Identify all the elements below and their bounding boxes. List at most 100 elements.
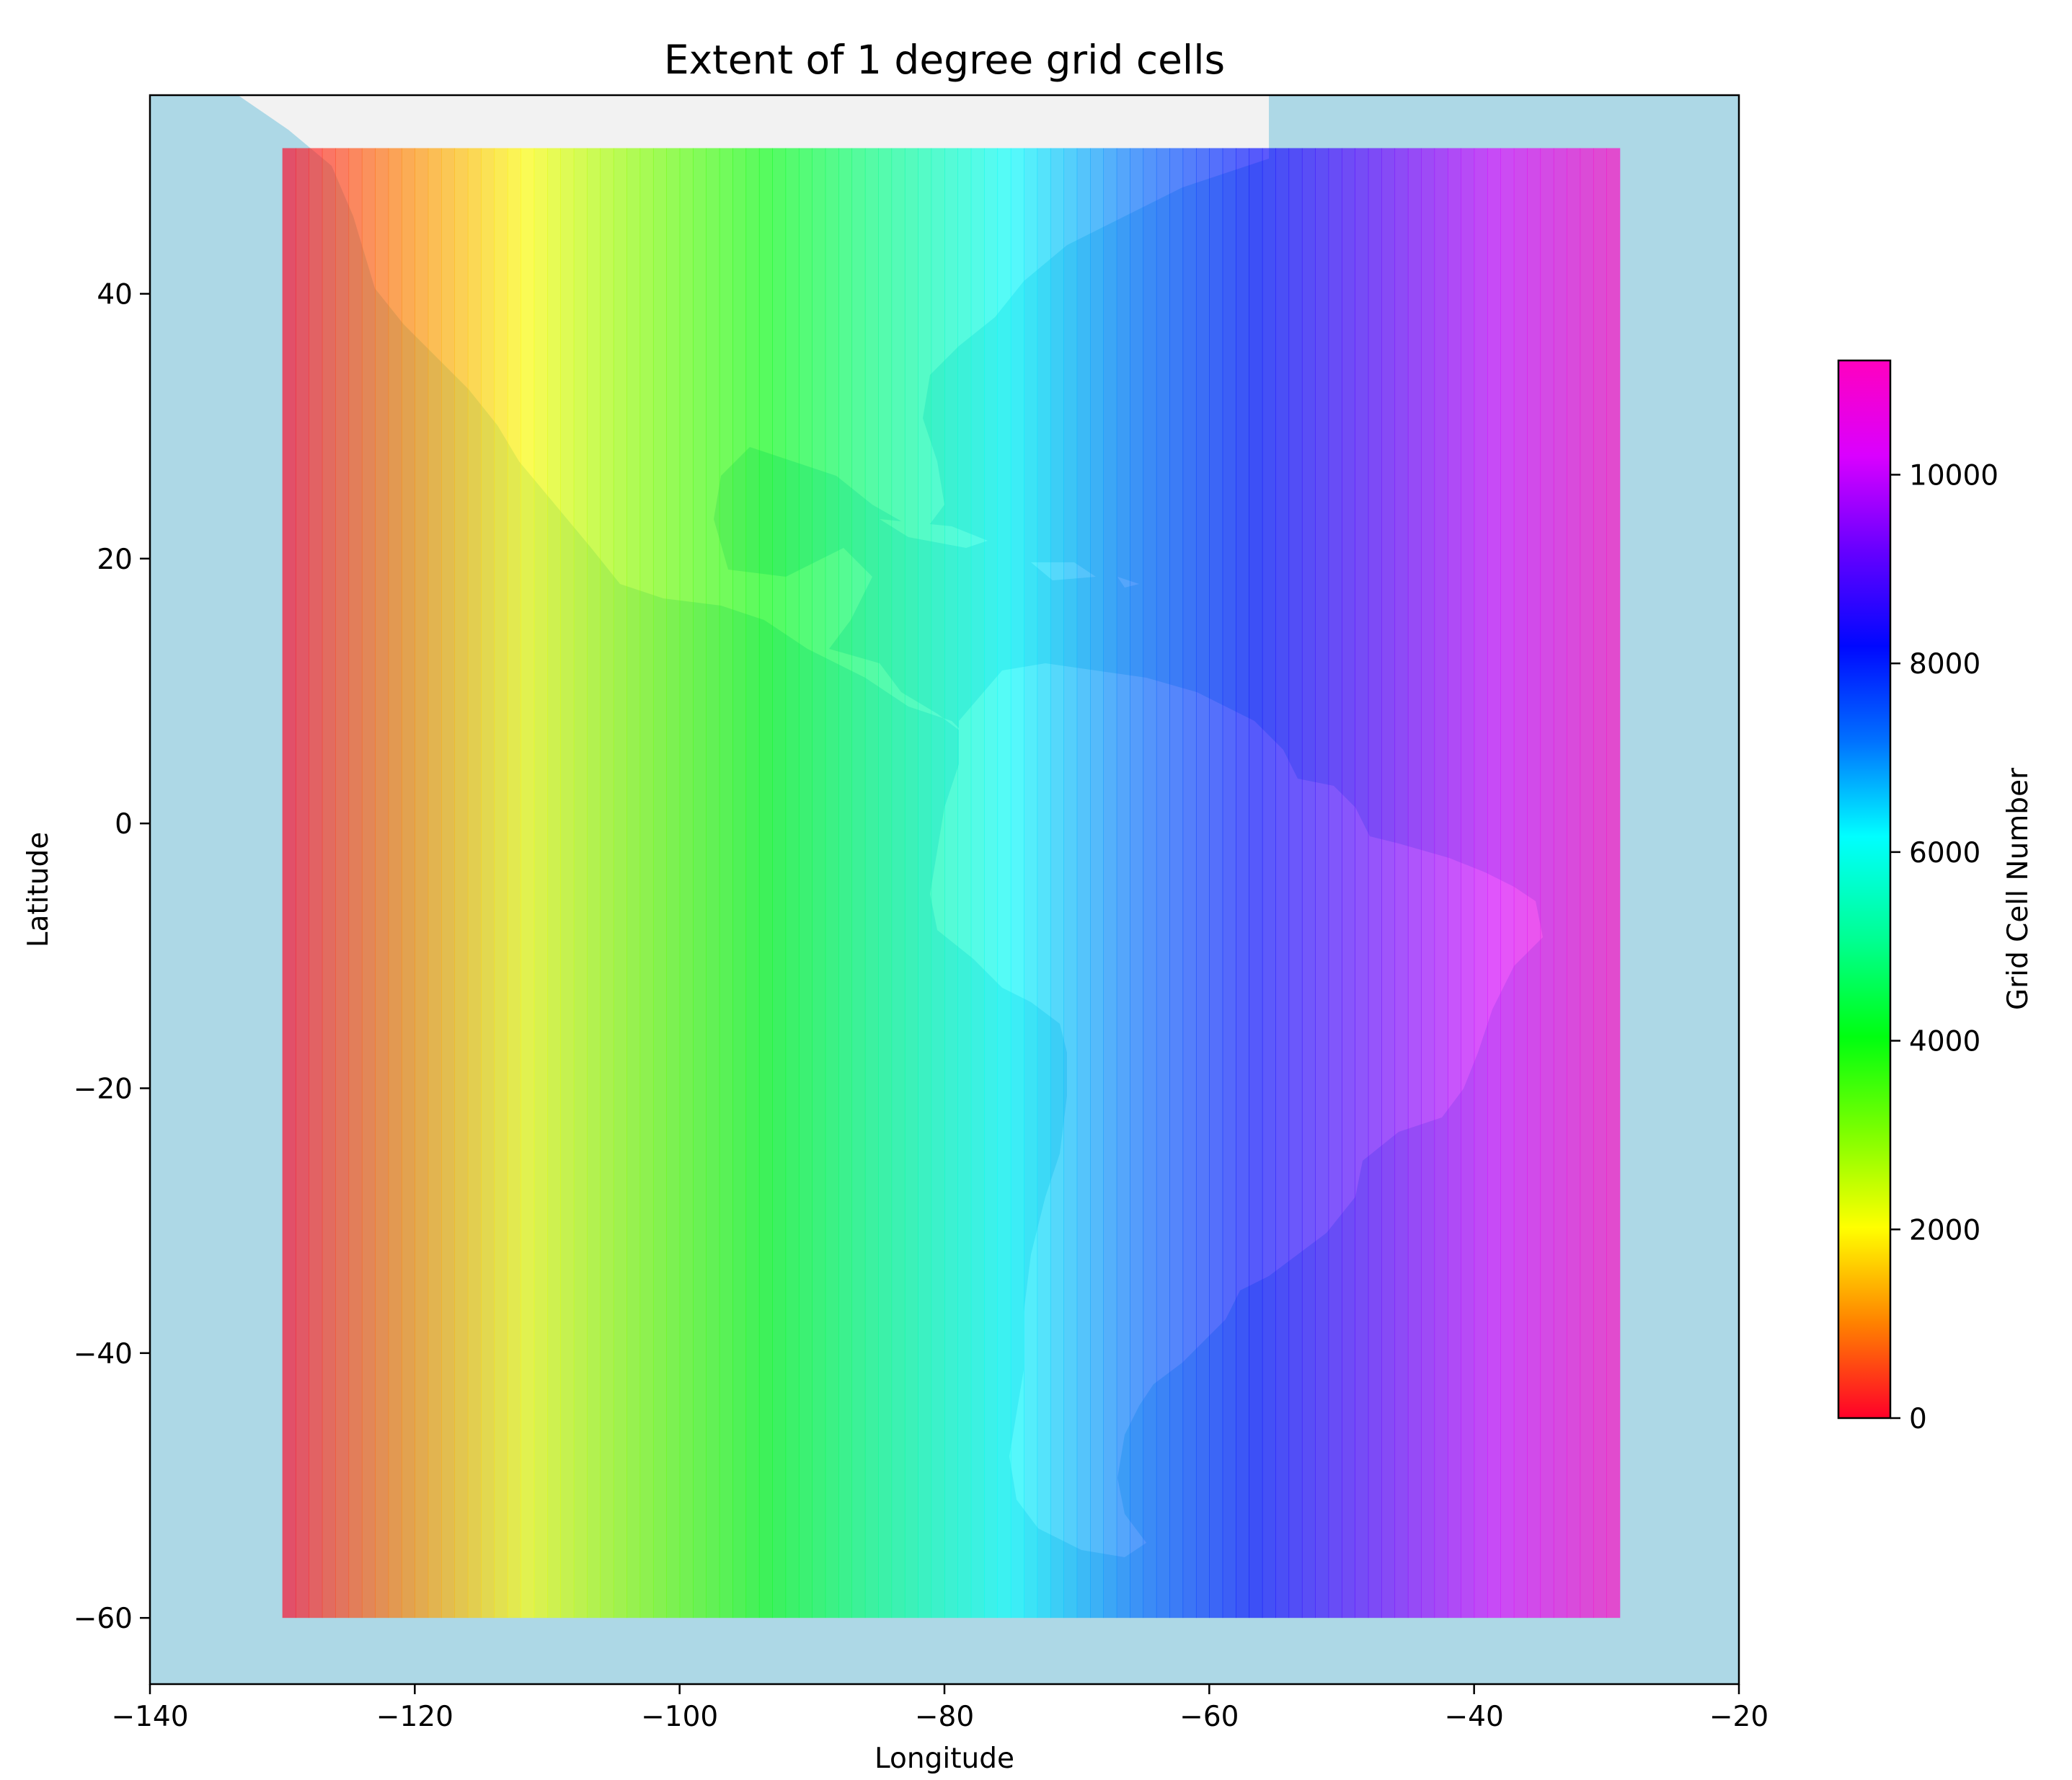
grid-cell-column bbox=[401, 148, 415, 1619]
grid-cell-column bbox=[693, 148, 707, 1619]
colorbar-tick-label: 0 bbox=[1909, 1403, 1927, 1435]
x-tick-label: −40 bbox=[1445, 1701, 1504, 1733]
grid-cell-column bbox=[1262, 148, 1276, 1619]
grid-cell-column bbox=[1143, 148, 1157, 1619]
grid-cell-column bbox=[1368, 148, 1382, 1619]
grid-cell-column bbox=[600, 148, 614, 1619]
grid-cell-column bbox=[1567, 148, 1581, 1619]
grid-cell-column bbox=[587, 148, 601, 1619]
grid-cell-column bbox=[1301, 148, 1316, 1619]
grid-cell-column bbox=[1315, 148, 1329, 1619]
grid-cell-column bbox=[878, 148, 893, 1619]
grid-cell-column bbox=[507, 148, 521, 1619]
grid-cell-column bbox=[1540, 148, 1554, 1619]
colorbar: 0 2000 4000 6000 8000 10000 Grid Cell Number bbox=[1837, 359, 2035, 1435]
grid-cell-column bbox=[891, 148, 906, 1619]
grid-cell-column bbox=[745, 148, 760, 1619]
x-tick-label: −20 bbox=[1709, 1701, 1768, 1733]
y-tick-label: −60 bbox=[74, 1603, 133, 1635]
grid-cell-column bbox=[348, 148, 363, 1619]
grid-cell-column bbox=[1487, 148, 1501, 1619]
grid-cell-column bbox=[931, 148, 945, 1619]
grid-cell-column bbox=[719, 148, 733, 1619]
x-tick-label: −60 bbox=[1179, 1701, 1239, 1733]
grid-cell-column bbox=[1130, 148, 1144, 1619]
y-tick-label: 40 bbox=[97, 279, 133, 311]
grid-cell-column bbox=[1606, 148, 1621, 1619]
x-axis: −140 −120 −100 −80 −60 −40 −20 bbox=[111, 1684, 1768, 1733]
grid-cell-column bbox=[388, 148, 402, 1619]
grid-cell-column bbox=[282, 148, 296, 1619]
grid-cell-column bbox=[1474, 148, 1488, 1619]
grid-cell-column bbox=[1407, 148, 1422, 1619]
grid-cell-column bbox=[838, 148, 853, 1619]
grid-cell-column bbox=[997, 148, 1011, 1619]
x-tick-label: −120 bbox=[376, 1701, 453, 1733]
grid-cell-column bbox=[560, 148, 575, 1619]
grid-cell-column bbox=[864, 148, 879, 1619]
y-tick-label: 0 bbox=[115, 808, 133, 841]
grid-cell-column bbox=[467, 148, 482, 1619]
grid-cells bbox=[282, 148, 1621, 1619]
grid-cell-column bbox=[1103, 148, 1117, 1619]
grid-cell-column bbox=[1050, 148, 1064, 1619]
grid-cell-column bbox=[494, 148, 508, 1619]
grid-cell-column bbox=[851, 148, 866, 1619]
grid-cell-column bbox=[984, 148, 999, 1619]
grid-cell-column bbox=[1593, 148, 1607, 1619]
grid-cell-column bbox=[1513, 148, 1528, 1619]
x-tick-label: −140 bbox=[111, 1701, 188, 1733]
colorbar-tick-label: 4000 bbox=[1909, 1026, 1980, 1058]
grid-cell-column bbox=[613, 148, 627, 1619]
grid-cell-column bbox=[1024, 148, 1038, 1619]
grid-cell-column bbox=[1500, 148, 1515, 1619]
grid-cell-column bbox=[732, 148, 747, 1619]
grid-cell-column bbox=[1580, 148, 1594, 1619]
grid-cell-column bbox=[812, 148, 826, 1619]
grid-cell-column bbox=[706, 148, 720, 1619]
grid-cell-column bbox=[798, 148, 813, 1619]
y-tick-label: 20 bbox=[97, 544, 133, 576]
grid-cell-column bbox=[481, 148, 495, 1619]
grid-cell-column bbox=[1116, 148, 1130, 1619]
grid-cell-column bbox=[1010, 148, 1024, 1619]
grid-cell-column bbox=[415, 148, 429, 1619]
grid-cell-column bbox=[1195, 148, 1210, 1619]
grid-cell-column bbox=[547, 148, 561, 1619]
grid-cell-column bbox=[639, 148, 654, 1619]
x-tick-label: −100 bbox=[641, 1701, 718, 1733]
colorbar-gradient bbox=[1837, 359, 1892, 1420]
grid-cell-column bbox=[309, 148, 323, 1619]
grid-cell-column bbox=[1169, 148, 1184, 1619]
grid-cell-column bbox=[772, 148, 787, 1619]
grid-cell-column bbox=[1182, 148, 1197, 1619]
grid-cell-column bbox=[1421, 148, 1435, 1619]
x-tick-label: −80 bbox=[915, 1701, 974, 1733]
grid-cell-column bbox=[627, 148, 641, 1619]
colorbar-tick-label: 10000 bbox=[1909, 459, 1998, 492]
grid-cell-column bbox=[1037, 148, 1051, 1619]
grid-cell-column bbox=[1447, 148, 1461, 1619]
colorbar-tick-label: 6000 bbox=[1909, 837, 1980, 869]
grid-cell-column bbox=[944, 148, 958, 1619]
y-tick-label: −40 bbox=[74, 1338, 133, 1371]
grid-cell-column bbox=[825, 148, 839, 1619]
grid-cell-column bbox=[785, 148, 800, 1619]
grid-cell-column bbox=[758, 148, 773, 1619]
grid-cell-column bbox=[1249, 148, 1263, 1619]
grid-cell-column bbox=[361, 148, 376, 1619]
grid-cell-column bbox=[1355, 148, 1369, 1619]
grid-cell-column bbox=[1156, 148, 1170, 1619]
grid-cell-column bbox=[1328, 148, 1342, 1619]
grid-cell-column bbox=[1381, 148, 1396, 1619]
grid-cell-column bbox=[322, 148, 336, 1619]
grid-cell-column bbox=[1275, 148, 1290, 1619]
grid-cell-column bbox=[521, 148, 535, 1619]
grid-cell-column bbox=[375, 148, 389, 1619]
colorbar-label: Grid Cell Number bbox=[2002, 767, 2035, 1010]
grid-cell-column bbox=[1394, 148, 1409, 1619]
grid-cell-column bbox=[441, 148, 456, 1619]
grid-cell-column bbox=[918, 148, 932, 1619]
grid-cell-column bbox=[1076, 148, 1091, 1619]
